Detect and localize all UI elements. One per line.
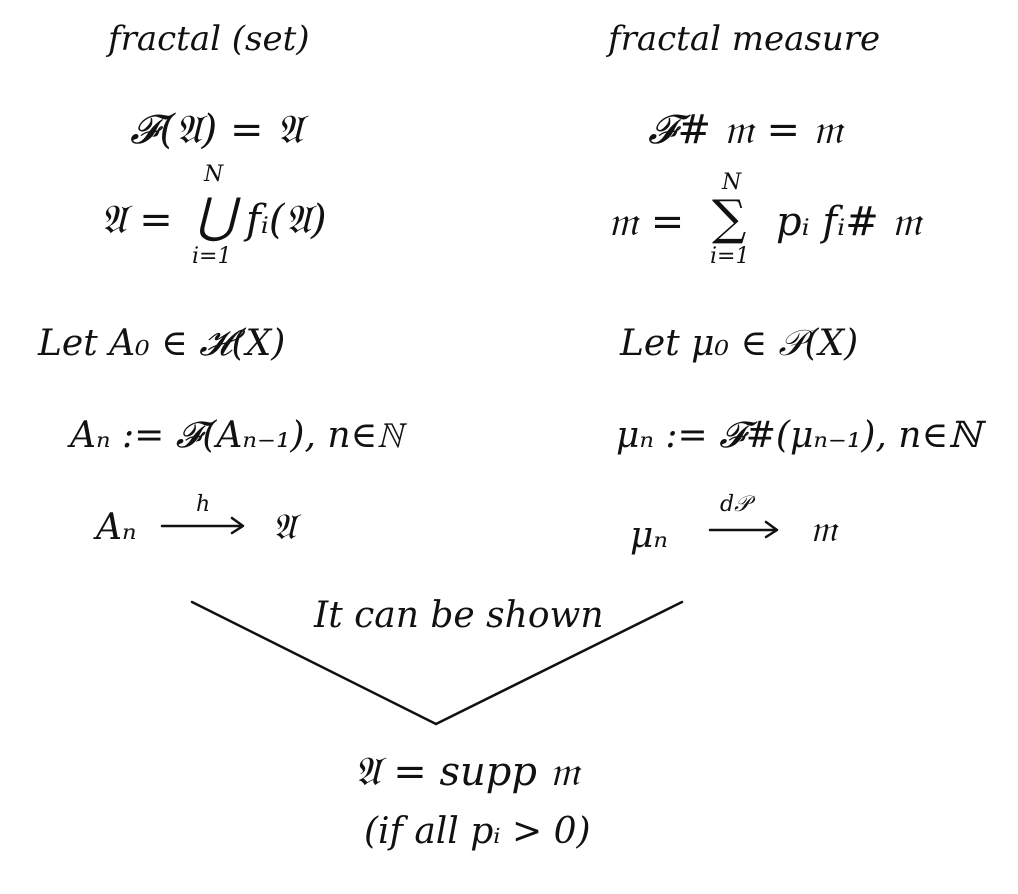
right-limit-arrow: [708, 520, 779, 539]
right-sum-lhs: 𝔪 =: [608, 199, 685, 245]
right-limit-lhs: μₙ: [630, 515, 668, 556]
condition-statement: (if all pᵢ > 0): [364, 811, 591, 852]
right-fixed-point-equation: 𝓕# 𝔪 = 𝔪: [648, 107, 843, 153]
left-limit-metric: h: [196, 492, 211, 517]
left-title: fractal (set): [108, 19, 310, 59]
it-can-be-shown-label: It can be shown: [314, 595, 604, 636]
right-sum-upper-limit: N: [722, 170, 742, 195]
right-title: fractal measure: [608, 19, 881, 59]
left-union-symbol: ⋃: [196, 188, 236, 244]
right-limit-metric: d𝒫: [720, 492, 750, 517]
left-union-rhs: fᵢ(𝔄): [246, 197, 327, 243]
left-union-upper-limit: N: [204, 162, 224, 187]
conclusion-equation: 𝔄 = supp 𝔪: [354, 749, 580, 795]
right-sum-rhs: pᵢ fᵢ# 𝔪: [776, 199, 922, 245]
right-sum-lower-limit: i=1: [710, 244, 750, 269]
right-iteration-definition: μₙ := 𝓕#(μₙ₋₁), n∈ℕ: [616, 415, 982, 456]
v-shape-lines: [190, 600, 684, 726]
right-limit-rhs: 𝔪: [810, 509, 838, 550]
left-union-lower-limit: i=1: [192, 244, 232, 269]
right-let-statement: Let μ₀ ∈ 𝒫(X): [620, 323, 859, 364]
left-let-statement: Let A₀ ∈ 𝓗(X): [38, 323, 286, 364]
left-union-lhs: 𝔄 =: [100, 197, 173, 243]
left-fixed-point-equation: 𝓕(𝔄) = 𝔄: [130, 107, 303, 153]
left-limit-lhs: Aₙ: [96, 507, 137, 548]
left-limit-arrow: [160, 516, 245, 535]
left-iteration-definition: Aₙ := 𝓕(Aₙ₋₁), n∈ℕ: [70, 415, 403, 456]
left-limit-rhs: 𝔄: [272, 507, 296, 548]
right-sum-symbol: ∑: [712, 190, 747, 246]
